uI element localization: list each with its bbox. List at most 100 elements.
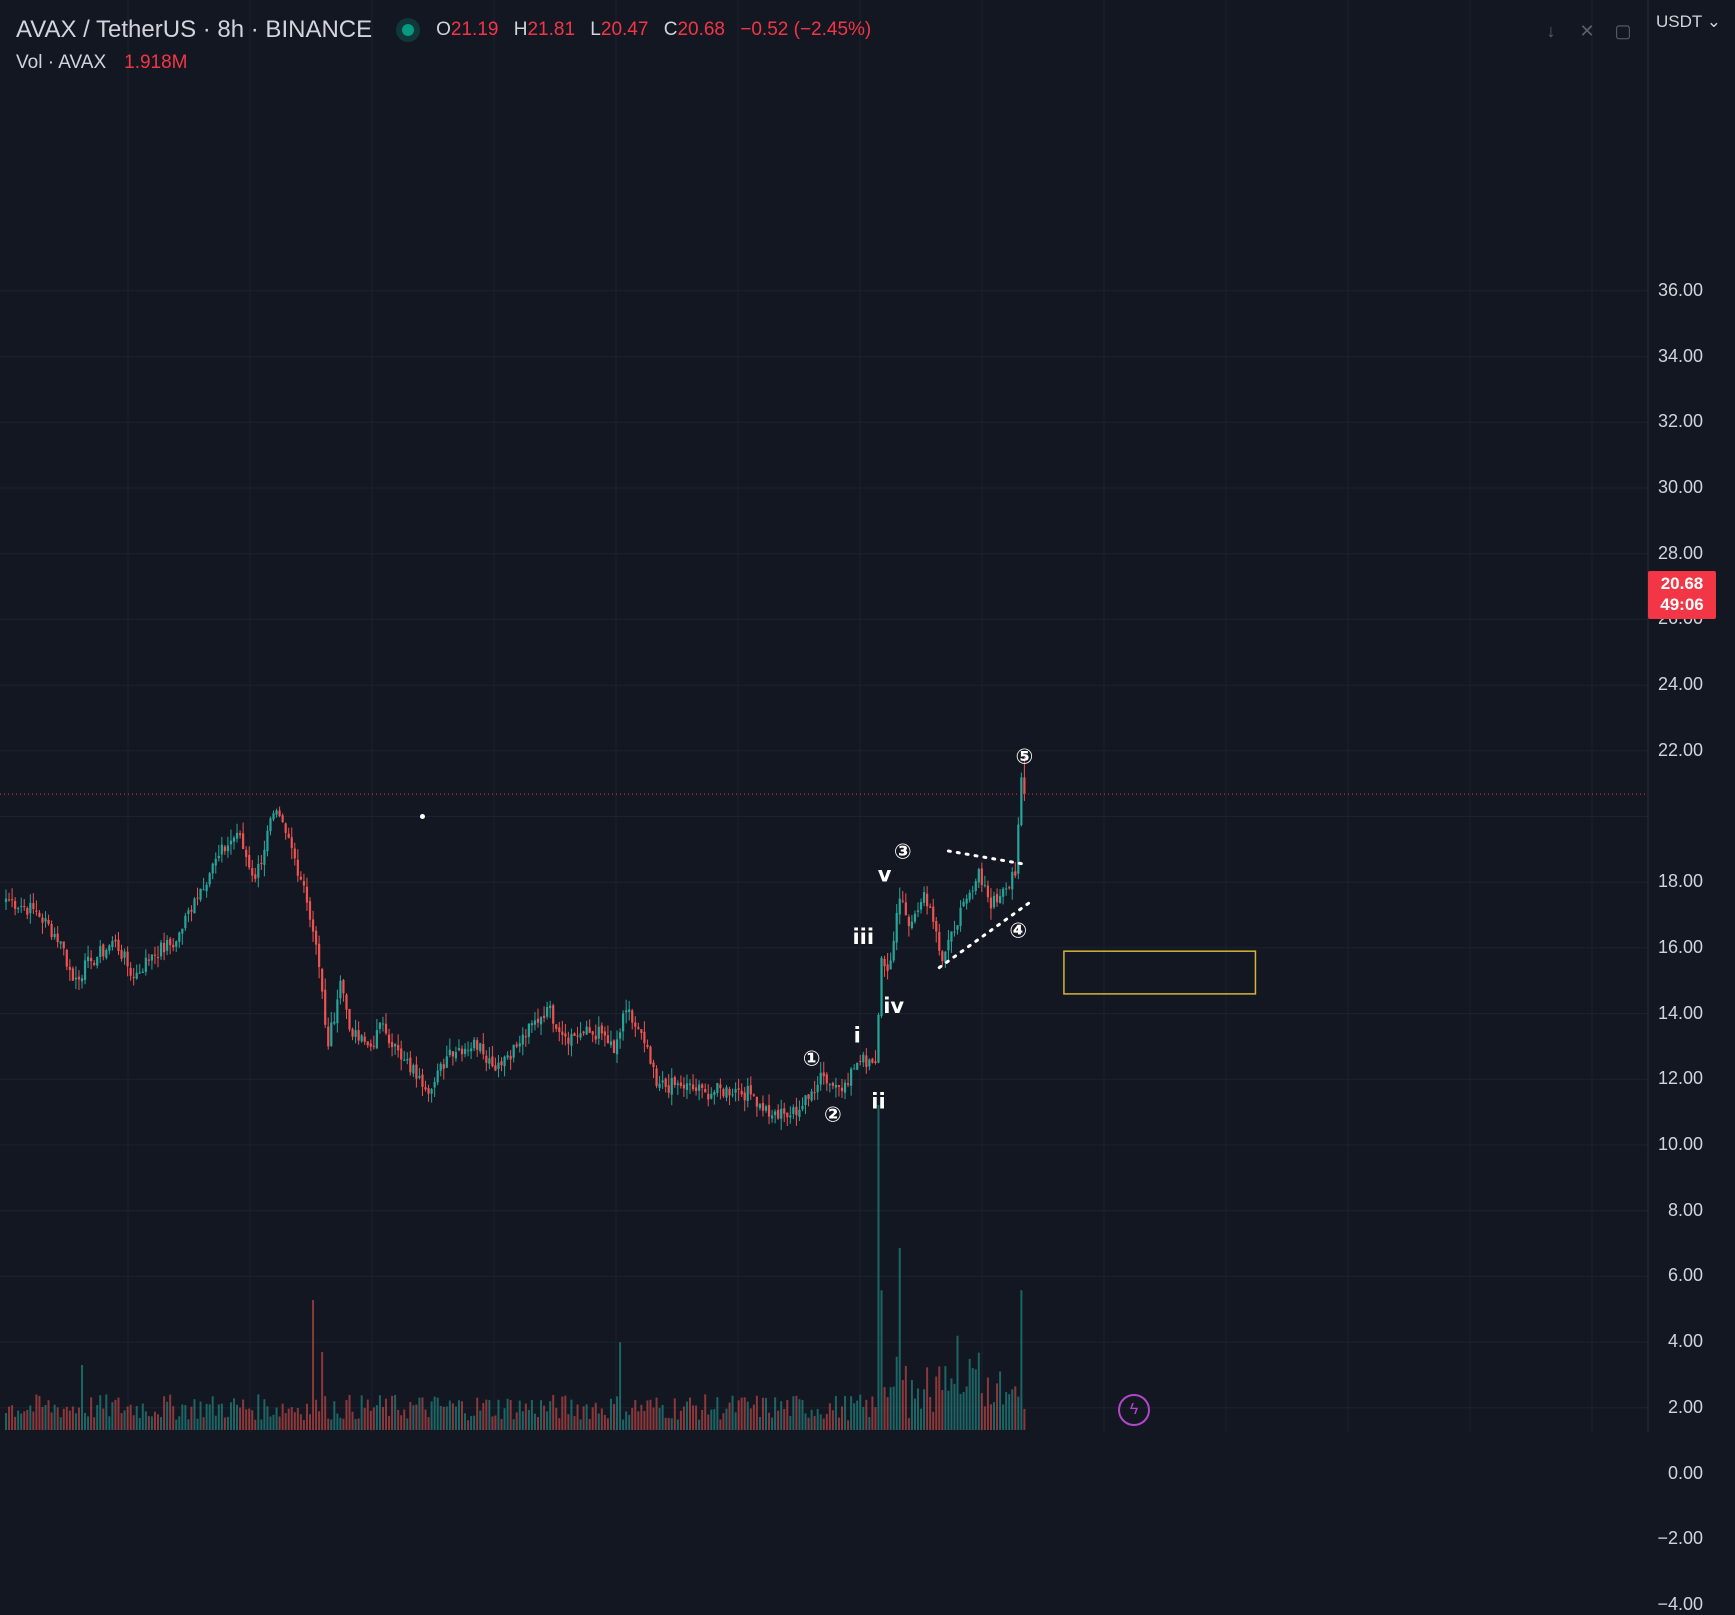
candle-body	[360, 1035, 363, 1042]
volume-bar	[594, 1402, 597, 1430]
volume-bar	[652, 1407, 655, 1430]
volume-bar	[202, 1417, 205, 1430]
volume-bar	[716, 1397, 719, 1430]
volume-bar	[1014, 1386, 1017, 1430]
volume-bar	[448, 1400, 451, 1430]
candle-body	[552, 1005, 555, 1024]
volume-bar	[494, 1415, 497, 1430]
volume-bar	[573, 1416, 576, 1430]
volume-bar	[713, 1409, 716, 1430]
candle-body	[150, 954, 154, 961]
candle-body	[612, 1040, 616, 1054]
volume-bar	[555, 1407, 558, 1430]
last-price-value: 20.68	[1660, 574, 1704, 593]
candle-body	[770, 1115, 774, 1119]
volume-bar	[959, 1393, 962, 1430]
volume-bar	[296, 1407, 299, 1430]
candle-body	[497, 1062, 500, 1069]
candle-body	[743, 1092, 746, 1101]
volume-bar	[597, 1413, 600, 1430]
arrow-down-icon[interactable]: ↓	[1546, 20, 1556, 41]
candle-body	[968, 892, 971, 900]
volume-bar	[497, 1399, 500, 1430]
volume-bar	[679, 1410, 682, 1430]
volume-bar	[415, 1404, 418, 1430]
candle-body	[44, 918, 47, 922]
candle-body	[895, 912, 898, 943]
volume-bar	[65, 1406, 68, 1430]
candle-body	[673, 1077, 676, 1085]
lightning-icon[interactable]: ϟ	[1118, 1394, 1150, 1426]
volume-bar	[725, 1408, 728, 1430]
candle-body	[47, 919, 50, 924]
candle-body	[527, 1023, 530, 1037]
candle-body	[509, 1055, 512, 1060]
volume-bar	[181, 1404, 184, 1430]
volume-bar	[23, 1411, 26, 1430]
volume-bar	[220, 1403, 223, 1430]
candle-body	[412, 1065, 415, 1074]
symbol-title[interactable]: AVAX / TetherUS · 8h · BINANCE	[16, 16, 373, 43]
volume-bar	[749, 1408, 752, 1430]
candle-body	[767, 1105, 771, 1117]
candle-body	[579, 1033, 582, 1038]
volume-bar	[87, 1416, 90, 1430]
volume-label[interactable]: Vol · AVAX	[16, 52, 107, 73]
candle-body	[992, 895, 996, 908]
volume-bar	[488, 1400, 491, 1430]
volume-bar	[780, 1401, 783, 1430]
volume-bar	[886, 1397, 889, 1430]
volume-bar	[606, 1418, 609, 1430]
volume-bar	[299, 1414, 302, 1430]
candle-body	[409, 1057, 412, 1073]
volume-bar	[999, 1371, 1002, 1430]
candle-body	[199, 888, 202, 900]
volume-bar	[214, 1415, 217, 1430]
volume-bar	[345, 1400, 348, 1430]
maximize-icon[interactable]: ▢	[1614, 20, 1632, 41]
volume-bar	[260, 1419, 263, 1430]
volume-bar	[275, 1407, 278, 1430]
volume-bar	[257, 1394, 260, 1430]
candle-body	[667, 1085, 670, 1093]
volume-bar	[789, 1416, 792, 1430]
candle-body	[625, 1010, 628, 1013]
candle-body	[600, 1025, 603, 1034]
candle-body	[330, 1022, 333, 1046]
volume-bar	[62, 1408, 65, 1430]
candle-body	[205, 884, 208, 892]
volume-bar	[439, 1405, 442, 1430]
volume-bar	[479, 1410, 482, 1430]
candle-body	[834, 1084, 838, 1088]
candle-body	[1005, 888, 1008, 890]
volume-bar	[71, 1406, 74, 1430]
candle-body	[120, 950, 123, 959]
price-axis-label: −2.00	[1657, 1528, 1703, 1549]
volume-bar	[208, 1404, 211, 1430]
volume-bar	[47, 1400, 50, 1430]
candle-body	[184, 915, 187, 929]
volume-bar	[120, 1413, 123, 1430]
volume-bar	[135, 1405, 138, 1430]
volume-bar	[184, 1405, 187, 1430]
collapse-icon[interactable]: ✕	[1579, 20, 1595, 41]
volume-bar	[385, 1398, 387, 1430]
candle-body	[910, 921, 914, 929]
candle-body	[318, 943, 321, 968]
candle-body	[974, 881, 977, 891]
candle-body	[907, 916, 910, 927]
candle-body	[570, 1033, 573, 1046]
candle-body	[506, 1055, 509, 1058]
candle-body	[728, 1088, 731, 1096]
candle-body	[187, 910, 190, 914]
candle-body	[980, 868, 983, 885]
volume-bar	[844, 1395, 847, 1430]
volume-bar	[622, 1419, 625, 1430]
currency-selector[interactable]: USDT ⌄	[1656, 12, 1721, 32]
volume-bar	[676, 1419, 679, 1430]
chevron-down-icon: ⌄	[1706, 12, 1721, 31]
volume-bar	[731, 1395, 734, 1430]
candle-body	[159, 942, 163, 957]
